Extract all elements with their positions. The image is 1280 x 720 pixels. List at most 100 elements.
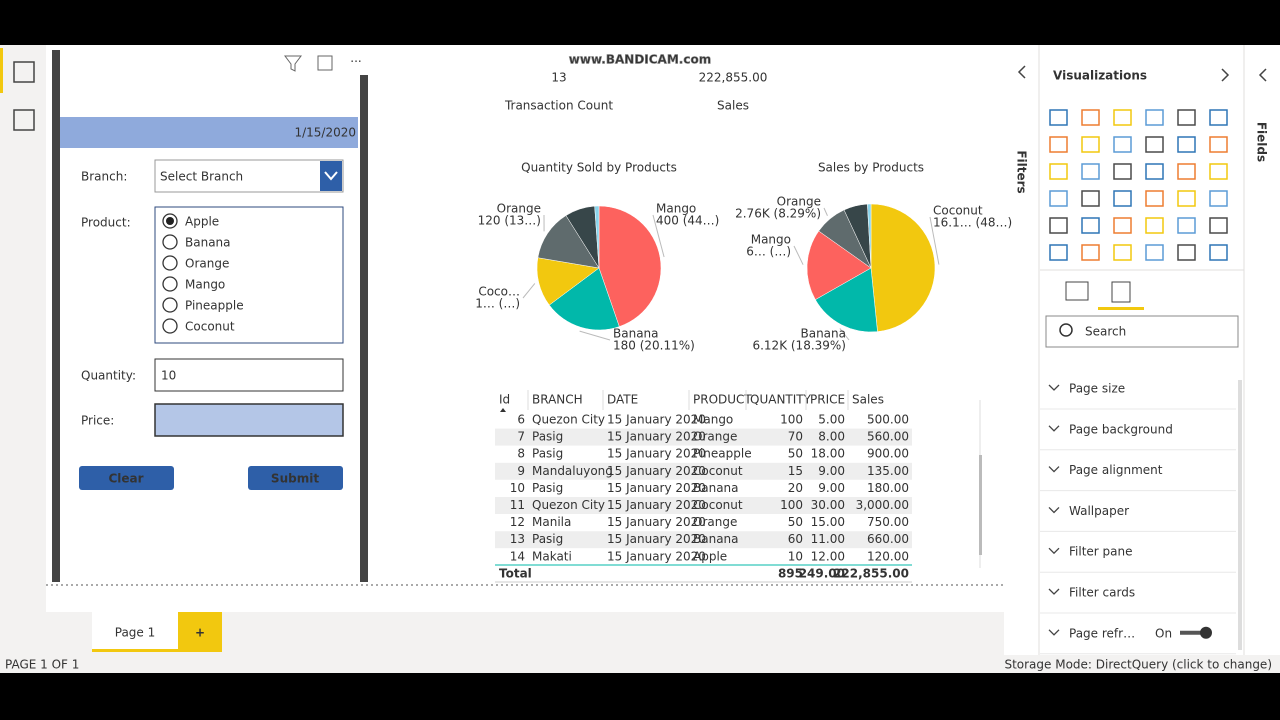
column-header[interactable]: Id <box>499 393 510 407</box>
viz-icon[interactable] <box>1113 244 1132 261</box>
radio[interactable] <box>162 297 178 313</box>
viz-icon[interactable] <box>1113 190 1132 207</box>
column-header[interactable]: QUANTITY <box>750 393 812 407</box>
status-right[interactable]: Storage Mode: DirectQuery (click to chan… <box>1004 658 1272 672</box>
section-chevron[interactable] <box>1048 629 1060 636</box>
viz-icon[interactable] <box>1177 217 1196 234</box>
viz-icon[interactable] <box>1049 163 1068 180</box>
viz-icon[interactable] <box>1113 163 1132 180</box>
viz-icon[interactable] <box>1209 163 1228 180</box>
section-label[interactable]: Filter pane <box>1069 545 1133 559</box>
fields-label[interactable]: Fields <box>1255 122 1269 162</box>
viz-icon[interactable] <box>1209 244 1228 261</box>
viz-icon[interactable] <box>1113 136 1132 153</box>
viz-icon[interactable] <box>1145 136 1164 153</box>
radio[interactable] <box>162 276 178 292</box>
viz-icon[interactable] <box>1113 217 1132 234</box>
table-cell: 15 January 2020 <box>607 515 706 529</box>
pie-slice[interactable] <box>806 230 872 300</box>
viz-icon[interactable] <box>1049 136 1068 153</box>
viz-icon[interactable] <box>1113 109 1132 126</box>
section-label[interactable]: Wallpaper <box>1069 504 1129 518</box>
focus-icon[interactable] <box>317 55 333 71</box>
viz-icon[interactable] <box>1209 190 1228 207</box>
radio[interactable] <box>162 234 178 250</box>
viz-icon[interactable] <box>1049 244 1068 261</box>
section-chevron[interactable] <box>1048 425 1060 432</box>
search-box[interactable] <box>1045 315 1239 348</box>
radio[interactable] <box>162 318 178 334</box>
scrollbar-thumb[interactable] <box>979 455 982 555</box>
pie-slice[interactable] <box>815 267 878 333</box>
model-icon[interactable] <box>13 109 35 131</box>
toggle-knob[interactable] <box>1200 626 1212 639</box>
radio[interactable] <box>162 255 178 271</box>
section-chevron[interactable] <box>1048 588 1060 595</box>
viz-icon[interactable] <box>1209 109 1228 126</box>
viz-expand[interactable] <box>1221 68 1230 82</box>
table-cell: 750.00 <box>867 515 909 529</box>
viz-icon[interactable] <box>1177 163 1196 180</box>
column-header[interactable]: PRICE <box>810 393 845 407</box>
viz-icon[interactable] <box>1145 244 1164 261</box>
section-label[interactable]: Page background <box>1069 422 1173 436</box>
section-label[interactable]: Page size <box>1069 382 1125 396</box>
filters-collapse[interactable] <box>1017 65 1026 79</box>
pie-slice[interactable] <box>594 205 600 269</box>
leader-line <box>839 328 850 341</box>
viz-icon[interactable] <box>1049 109 1068 126</box>
page-tab-label: Page 1 <box>115 626 156 640</box>
more-icon[interactable]: ··· <box>350 55 361 69</box>
viz-icon[interactable] <box>1177 244 1196 261</box>
viz-icon[interactable] <box>1081 190 1100 207</box>
viz-icon[interactable] <box>1081 244 1100 261</box>
viz-scrollbar[interactable] <box>1238 380 1242 650</box>
submit-button[interactable] <box>248 466 343 490</box>
quantity-input[interactable] <box>154 358 344 392</box>
section-label[interactable]: Page refr… <box>1069 626 1135 640</box>
filters-label[interactable]: Filters <box>1015 150 1029 193</box>
section-chevron[interactable] <box>1048 466 1060 473</box>
pie-slice[interactable] <box>870 203 936 332</box>
viz-icon[interactable] <box>1145 109 1164 126</box>
report-icon[interactable] <box>13 61 35 83</box>
page-tab[interactable] <box>92 612 178 652</box>
viz-icon[interactable] <box>1049 190 1068 207</box>
column-header[interactable]: DATE <box>607 393 638 407</box>
column-header[interactable]: PRODUCT <box>693 393 752 407</box>
table-cell: 100 <box>780 498 803 512</box>
viz-icon[interactable] <box>1209 136 1228 153</box>
section-chevron[interactable] <box>1048 384 1060 391</box>
viz-icon[interactable] <box>1177 109 1196 126</box>
viz-icon[interactable] <box>1177 190 1196 207</box>
section-chevron[interactable] <box>1048 506 1060 514</box>
column-header[interactable]: Sales <box>852 393 884 407</box>
viz-icon[interactable] <box>1081 217 1100 234</box>
section-label[interactable]: Page alignment <box>1069 463 1163 477</box>
filter-icon[interactable] <box>284 55 302 72</box>
format-tab-icon[interactable] <box>1111 281 1131 303</box>
viz-icon[interactable] <box>1081 136 1100 153</box>
dropdown-button[interactable] <box>320 161 342 191</box>
column-header[interactable]: BRANCH <box>532 393 583 407</box>
section-chevron[interactable] <box>1048 547 1060 555</box>
viz-icon[interactable] <box>1081 163 1100 180</box>
branch-dropdown[interactable] <box>154 159 344 193</box>
viz-icon[interactable] <box>1145 217 1164 234</box>
row-band <box>495 428 912 446</box>
viz-icon[interactable] <box>1049 217 1068 234</box>
viz-icon[interactable] <box>1145 163 1164 180</box>
viz-icon[interactable] <box>1081 109 1100 126</box>
viz-icon[interactable] <box>1209 217 1228 234</box>
pie-slice[interactable] <box>548 267 620 331</box>
fields-collapse[interactable] <box>1258 68 1267 82</box>
add-page[interactable] <box>178 612 222 652</box>
viz-icon[interactable] <box>1177 136 1196 153</box>
pie-slice[interactable] <box>867 203 872 269</box>
fields-tab-icon[interactable] <box>1065 281 1089 301</box>
section-label[interactable]: Filter cards <box>1069 586 1135 600</box>
price-input[interactable] <box>154 403 344 437</box>
pie-slice[interactable] <box>598 205 662 327</box>
clear-button[interactable] <box>79 466 174 490</box>
viz-icon[interactable] <box>1145 190 1164 207</box>
